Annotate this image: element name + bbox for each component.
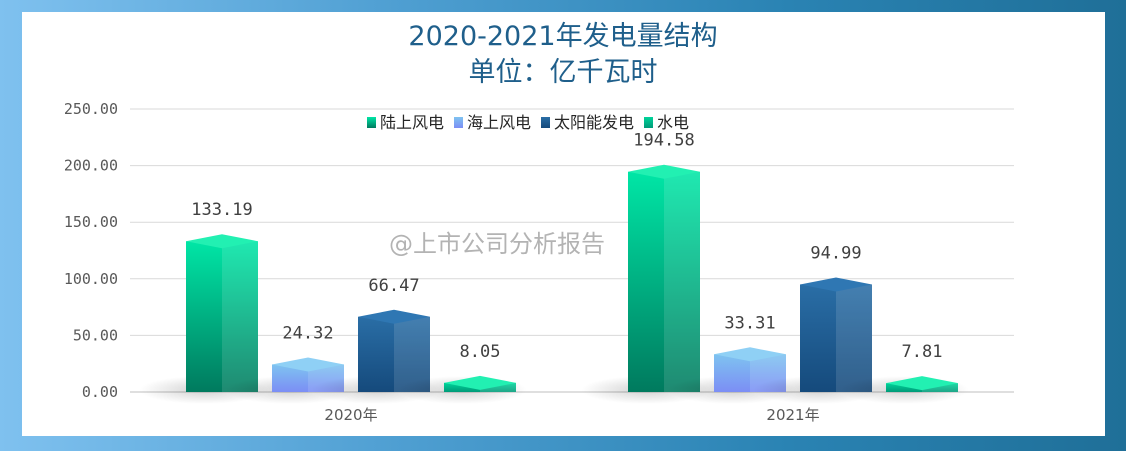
legend-label: 太阳能发电 [554,113,634,132]
chart-subtitle: 单位：亿千瓦时 [469,57,658,88]
y-tick-label: 250.00 [64,100,118,118]
bar [397,375,527,404]
legend-label: 海上风电 [467,113,531,132]
data-label: 66.47 [368,276,419,296]
data-label: 24.32 [282,323,333,343]
bar [839,376,969,404]
chart-frame: 2020-2021年发电量结构 单位：亿千瓦时 0.00 50.00 100.00 1… [22,12,1105,436]
legend-swatch [644,117,653,128]
y-tick-label: 150.00 [64,213,118,231]
legend-label: 水电 [657,113,689,132]
x-axis-categories: 2020年 2021年 [324,406,819,424]
y-tick-label: 200.00 [64,157,118,175]
bar-chart: 2020-2021年发电量结构 单位：亿千瓦时 0.00 50.00 100.00 1… [64,21,1014,424]
data-label: 94.99 [810,243,861,263]
data-label: 133.19 [191,200,252,220]
legend-swatch [454,117,463,128]
x-category-label: 2021年 [766,406,819,424]
chart-title: 2020-2021年发电量结构 [408,21,717,52]
legend-item: 陆上风电 [367,113,444,132]
legend-item: 水电 [644,113,689,132]
data-label: 8.05 [460,342,501,362]
bar [581,164,711,404]
legend-swatch [541,117,550,128]
legend-item: 太阳能发电 [541,113,634,132]
watermark: @上市公司分析报告 [389,230,605,258]
data-label: 33.31 [724,313,775,333]
bars [139,164,969,404]
y-axis-ticks: 0.00 50.00 100.00 150.00 200.00 250.00 [64,100,118,401]
x-category-label: 2020年 [324,406,377,424]
legend-swatch [367,117,376,128]
legend-item: 海上风电 [454,113,531,132]
y-tick-label: 100.00 [64,270,118,288]
y-tick-label: 0.00 [82,383,118,401]
data-labels: 133.19 24.32 66.47 8.05 194.58 33.31 94.99 7.81 [191,131,942,362]
data-label: 7.81 [902,342,943,362]
legend: 陆上风电 海上风电 太阳能发电 水电 [367,113,689,132]
bar [139,234,269,404]
y-tick-label: 50.00 [73,326,118,344]
legend-label: 陆上风电 [380,113,444,132]
data-label: 194.58 [633,131,694,151]
